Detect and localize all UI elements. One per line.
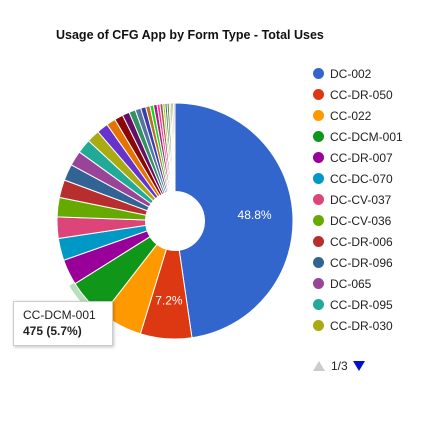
- tooltip-value: 475 (5.7%): [23, 324, 82, 338]
- legend-item[interactable]: DC-002: [313, 63, 435, 84]
- legend-label: CC-DCM-001: [330, 129, 403, 144]
- legend-item[interactable]: CC-DR-007: [313, 147, 435, 168]
- legend-page-indicator: 1/3: [331, 359, 348, 373]
- legend-swatch: [313, 152, 324, 163]
- legend-label: CC-DR-030: [330, 318, 393, 333]
- legend-label: DC-CV-037: [330, 192, 392, 207]
- tooltip-label: CC-DCM-001: [23, 308, 96, 322]
- legend-item[interactable]: DC-CV-037: [313, 189, 435, 210]
- legend-item[interactable]: CC-022: [313, 105, 435, 126]
- legend-item[interactable]: CC-DR-050: [313, 84, 435, 105]
- legend-item[interactable]: CC-DR-095: [313, 294, 435, 315]
- legend-label: DC-002: [330, 66, 372, 81]
- legend-item[interactable]: CC-DR-096: [313, 252, 435, 273]
- slice-data-label: 48.8%: [238, 208, 272, 222]
- legend-item[interactable]: CC-DCM-001: [313, 126, 435, 147]
- legend-item[interactable]: DC-CV-036: [313, 210, 435, 231]
- legend: DC-002 CC-DR-050 CC-022 CC-DCM-001 CC-DR-007…: [313, 63, 435, 336]
- legend-swatch: [313, 110, 324, 121]
- legend-swatch: [313, 320, 324, 331]
- legend-label: CC-DR-095: [330, 297, 393, 312]
- pie-slice[interactable]: [173, 102, 176, 193]
- legend-label: DC-065: [330, 276, 372, 291]
- legend-swatch: [313, 299, 324, 310]
- legend-swatch: [313, 215, 324, 226]
- triangle-down-icon[interactable]: [352, 361, 365, 371]
- legend-swatch: [313, 257, 324, 268]
- legend-label: CC-DR-096: [330, 255, 393, 270]
- legend-swatch: [313, 68, 324, 79]
- legend-label: CC-022: [330, 108, 372, 123]
- legend-swatch: [313, 131, 324, 142]
- legend-label: CC-DC-070: [330, 171, 393, 186]
- legend-item[interactable]: CC-DR-006: [313, 231, 435, 252]
- legend-swatch: [313, 194, 324, 205]
- legend-swatch: [313, 278, 324, 289]
- legend-item[interactable]: DC-065: [313, 273, 435, 294]
- legend-swatch: [313, 236, 324, 247]
- legend-label: CC-DR-007: [330, 150, 393, 165]
- legend-item[interactable]: CC-DC-070: [313, 168, 435, 189]
- legend-label: CC-DR-050: [330, 87, 393, 102]
- legend-swatch: [313, 89, 324, 100]
- pie-slice[interactable]: [174, 102, 294, 339]
- legend-pager: 1/3: [313, 359, 365, 373]
- slice-tooltip: CC-DCM-001 475 (5.7%): [13, 301, 113, 346]
- legend-swatch: [313, 173, 324, 184]
- legend-label: CC-DR-006: [330, 234, 393, 249]
- chart-title: Usage of CFG App by Form Type - Total Us…: [56, 28, 324, 42]
- slice-data-label: 7.2%: [155, 294, 183, 308]
- legend-label: DC-CV-036: [330, 213, 392, 228]
- triangle-up-icon[interactable]: [313, 361, 325, 371]
- legend-item[interactable]: CC-DR-030: [313, 315, 435, 336]
